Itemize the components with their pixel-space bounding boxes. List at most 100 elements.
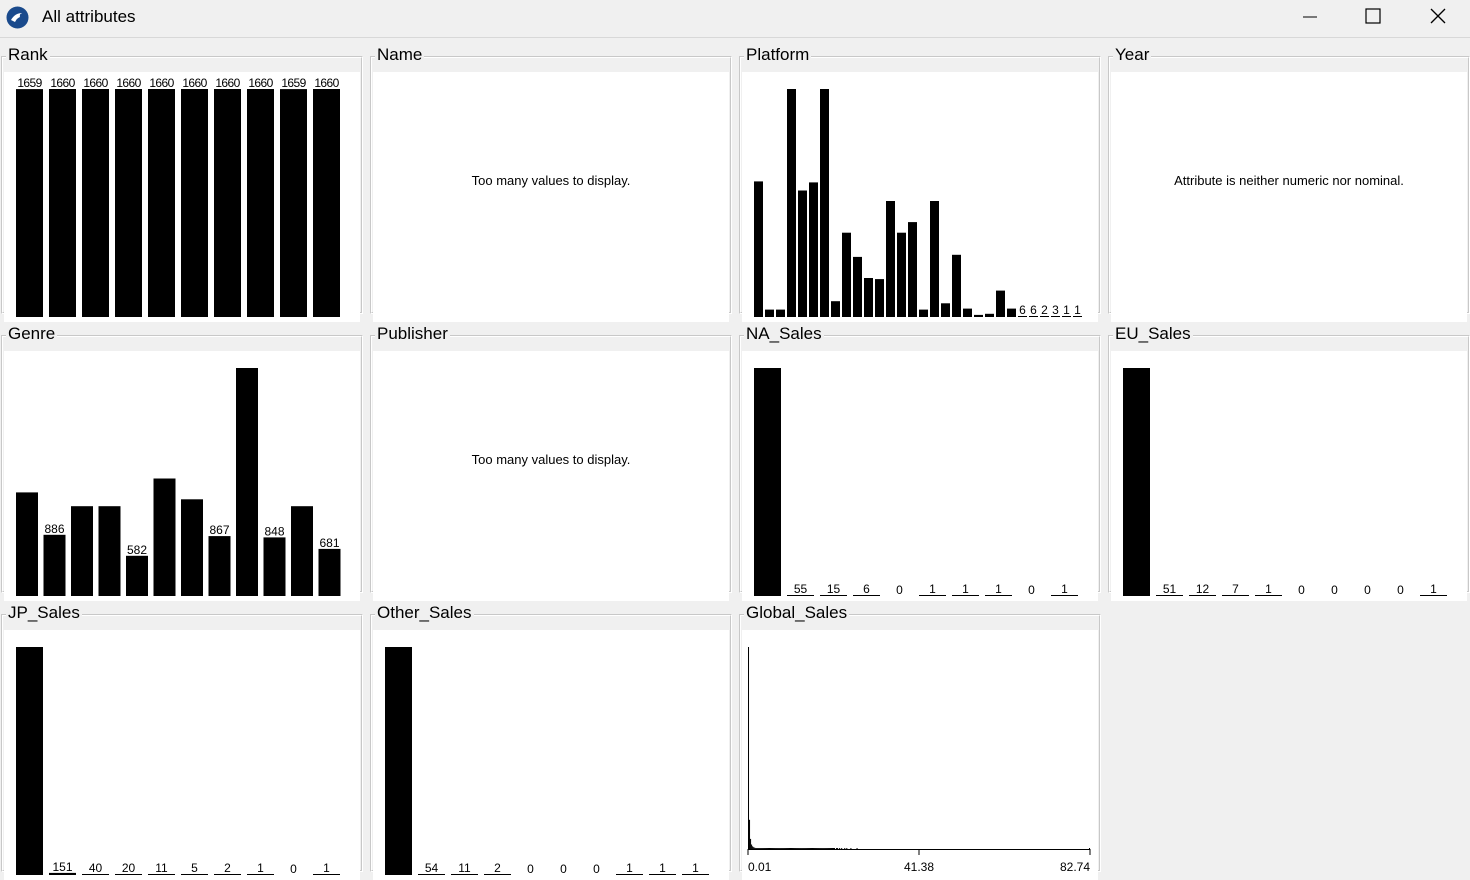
- bar-label: 0: [1397, 583, 1404, 597]
- histogram-canvas[interactable]: 55 15 6 0 1 1 1 0 1: [742, 351, 1098, 601]
- bar-label: 6: [1019, 303, 1026, 317]
- bar-label: 1660: [50, 76, 75, 90]
- bar: [1255, 595, 1282, 596]
- bar: [1222, 595, 1249, 596]
- minimize-button[interactable]: [1277, 0, 1343, 32]
- histogram-bar: [750, 838, 752, 849]
- bar: [842, 232, 851, 317]
- bar-label: 1: [1430, 582, 1437, 596]
- bar-label: 11: [458, 861, 471, 875]
- histogram-canvas[interactable]: Too many values to display.: [373, 351, 729, 601]
- histogram-bar: [770, 848, 772, 849]
- histogram-canvas[interactable]: 151 40 20 11 5 2 1 0 1: [4, 630, 360, 880]
- bar-label: 11: [155, 861, 168, 875]
- histogram-bar: [829, 848, 831, 849]
- bar: [1156, 595, 1183, 596]
- histogram-bar: [783, 848, 785, 849]
- histogram-bar: [817, 848, 819, 849]
- histogram-bar: [785, 848, 787, 849]
- histogram-bar: [825, 848, 827, 849]
- bar-label: 0: [1028, 583, 1035, 597]
- bar: [820, 89, 829, 317]
- histogram-bar: [779, 848, 781, 849]
- histogram-bar: [782, 848, 784, 849]
- panel-genre: Genre 886 582 867 848 681: [1, 323, 363, 601]
- bar-label: 12: [1196, 582, 1210, 596]
- bar: [919, 595, 946, 596]
- bar: [16, 89, 43, 317]
- bar: [1420, 595, 1447, 596]
- bar-label: 0: [896, 583, 903, 597]
- histogram-canvas[interactable]: 886 582 867 848 681: [4, 351, 360, 601]
- bar-label: 582: [127, 543, 147, 557]
- bar-label: 51: [1163, 582, 1177, 596]
- bar: [886, 201, 895, 317]
- histogram-bar: [816, 848, 818, 849]
- bar: [787, 595, 814, 596]
- histogram-canvas[interactable]: 51 12 7 1 0 0 0 0 1: [1111, 351, 1467, 601]
- bar: [71, 506, 93, 596]
- histogram-canvas[interactable]: 1659 1660 1660 1660 1660 1660 1660 1660 1659 1660: [4, 72, 360, 322]
- bar-label: 20: [122, 861, 136, 875]
- bar: [963, 308, 972, 317]
- bar: [43, 534, 66, 596]
- bar: [776, 309, 785, 317]
- histogram-canvas[interactable]: Attribute is neither numeric nor nominal…: [1111, 72, 1467, 322]
- histogram-bar: [821, 848, 823, 849]
- panel-title: EU_Sales: [1113, 323, 1193, 345]
- histogram-bar: [807, 848, 809, 849]
- panel-title: Genre: [6, 323, 58, 345]
- histogram-bar: [778, 848, 780, 849]
- histogram-bar: [804, 848, 806, 849]
- histogram-bar: [813, 848, 815, 849]
- histogram-bar: [772, 848, 774, 849]
- histogram-bar: [753, 847, 755, 849]
- histogram-bar: [806, 848, 808, 849]
- histogram-bar: [752, 846, 754, 849]
- bar: [930, 201, 939, 317]
- bar-chart: 51 12 7 1 0 0 0 0 1: [1123, 368, 1447, 597]
- panel-title: Name: [375, 44, 425, 66]
- bar: [263, 537, 286, 596]
- histogram-canvas[interactable]: Too many values to display.: [373, 72, 729, 322]
- bar: [809, 182, 818, 317]
- histogram-bar: [797, 848, 799, 849]
- histogram-bar: [796, 848, 798, 849]
- bar-chart: 54 11 2 0 0 0 1 1 1: [385, 647, 709, 876]
- histogram-canvas[interactable]: 54 11 2 0 0 0 1 1 1: [373, 630, 729, 880]
- panel-platform: Platform 6 6 2 3 1 1: [739, 44, 1101, 322]
- histogram-canvas[interactable]: 0.01 41.38 82.74: [742, 630, 1098, 880]
- bar-chart: 55 15 6 0 1 1 1 0 1: [754, 368, 1078, 597]
- histogram-bar: [799, 848, 801, 849]
- histogram-bar: [788, 848, 790, 849]
- histogram-bar: [784, 848, 786, 849]
- bar: [765, 309, 774, 317]
- bar: [853, 595, 880, 596]
- x-tick-label: 82.74: [1060, 860, 1090, 874]
- bar: [181, 89, 208, 317]
- histogram-bar: [800, 848, 802, 849]
- histogram-bar: [775, 848, 777, 849]
- histogram-bar: [760, 848, 762, 849]
- maximize-button[interactable]: [1340, 0, 1406, 32]
- histogram-bar: [811, 848, 813, 849]
- bar-label: 886: [44, 522, 64, 536]
- histogram-bar: [789, 848, 791, 849]
- histogram-bar: [758, 848, 760, 849]
- histogram-bar: [1088, 848, 1090, 849]
- histogram-bar: [769, 848, 771, 849]
- panel-jp_sales: JP_Sales 151 40 20 11 5 2 1 0 1: [1, 602, 363, 880]
- bar: [291, 506, 313, 596]
- bar: [1189, 595, 1216, 596]
- close-button[interactable]: [1405, 0, 1470, 32]
- bar-chart: 151 40 20 11 5 2 1 0 1: [16, 647, 340, 876]
- bar-label: 7: [1232, 582, 1239, 596]
- histogram-bar: [822, 848, 824, 849]
- bar-label: 0: [290, 862, 297, 876]
- panel-title: Platform: [744, 44, 812, 66]
- panel-rank: Rank 1659 1660 1660 1660 1660 1660 1660 1660 1659…: [1, 44, 363, 322]
- bar-label: 867: [209, 523, 229, 537]
- histogram-bar: [751, 844, 753, 849]
